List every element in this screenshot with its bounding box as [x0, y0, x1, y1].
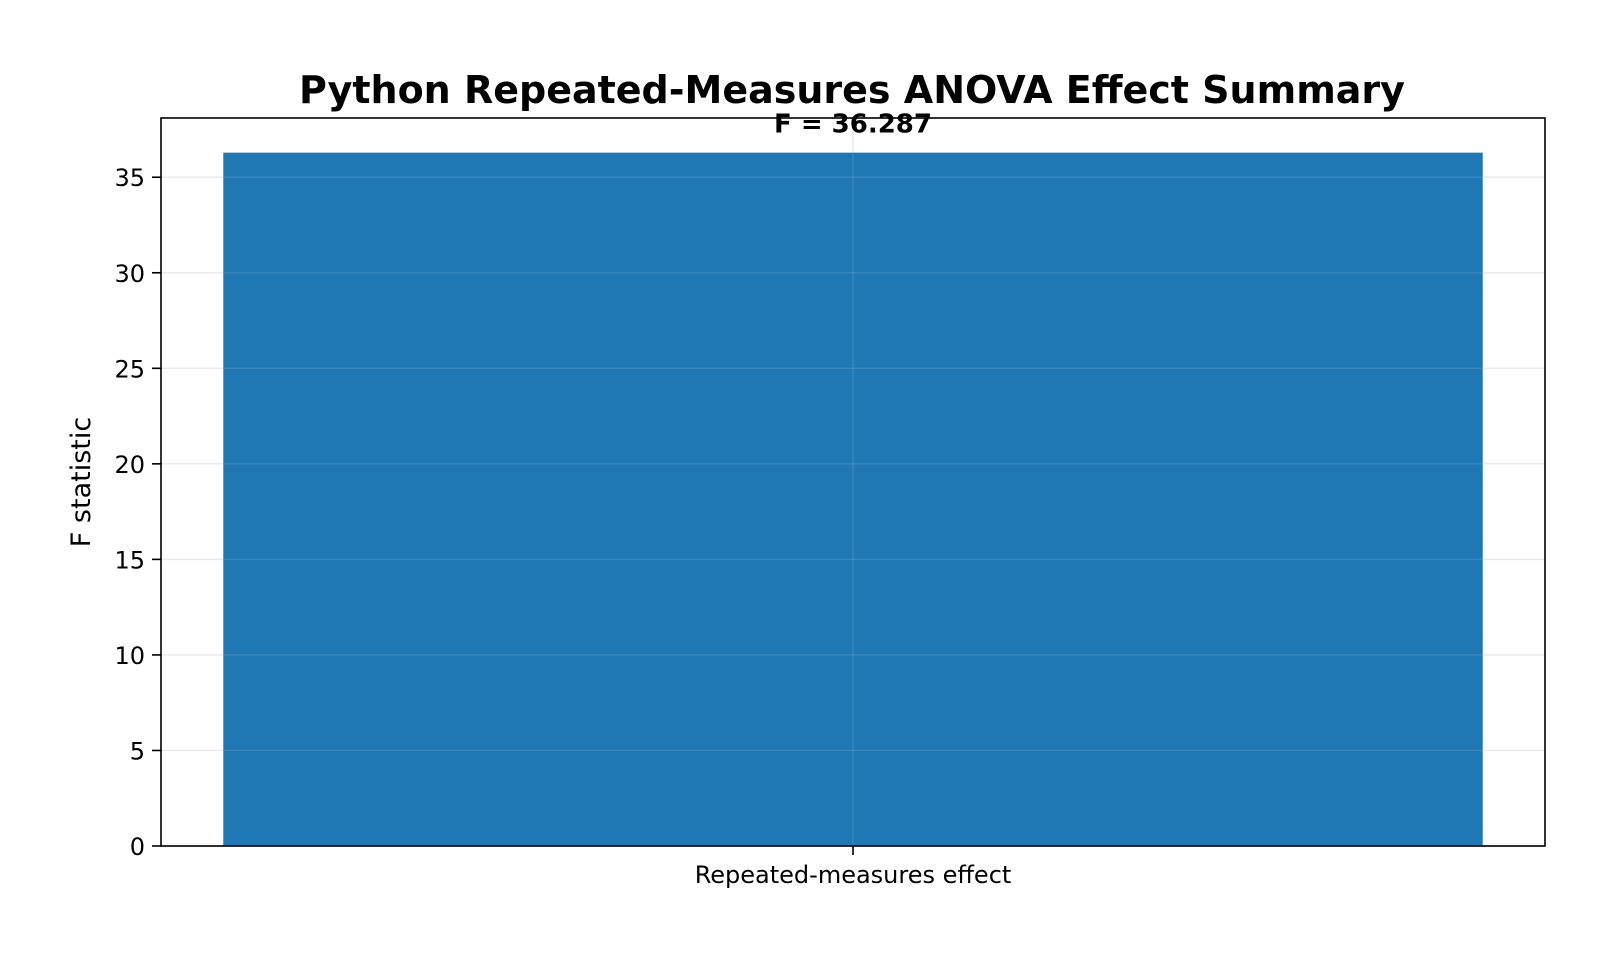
- y-tick-label: 15: [114, 546, 145, 574]
- y-tick-label: 20: [114, 451, 145, 479]
- x-tick-label: Repeated-measures effect: [695, 861, 1012, 889]
- bar-value-label: F = 36.287: [774, 110, 932, 140]
- y-tick-label: 10: [114, 642, 145, 670]
- chart-title: Python Repeated-Measures ANOVA Effect Su…: [299, 68, 1405, 112]
- bars: [223, 152, 1483, 847]
- y-axis-label: F statistic: [66, 417, 97, 547]
- y-tick-label: 35: [114, 164, 145, 192]
- y-tick-label: 0: [130, 833, 145, 861]
- y-tick-label: 25: [114, 355, 145, 383]
- y-tick-label: 5: [130, 737, 145, 765]
- x-axis-ticks: Repeated-measures effect: [695, 846, 1012, 889]
- y-axis-ticks: 0 5 10 15 20 25 30 35: [114, 164, 161, 861]
- bar: [223, 152, 1483, 847]
- y-tick-label: 30: [114, 260, 145, 288]
- data-labels: F = 36.287: [774, 110, 932, 140]
- gridline-overlay: [161, 118, 1545, 847]
